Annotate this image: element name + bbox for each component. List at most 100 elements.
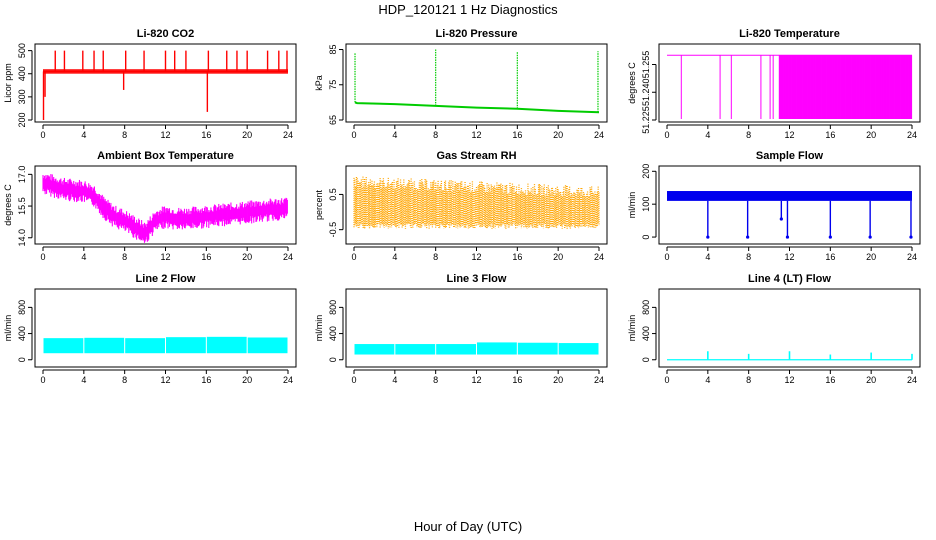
- y-axis-label: degrees C: [627, 62, 637, 104]
- flow-segment: [477, 342, 517, 355]
- y-tick-label: 0: [17, 357, 27, 362]
- flow-segment: [395, 344, 436, 355]
- panel-title: Line 3 Flow: [447, 273, 507, 285]
- data-series: [353, 176, 600, 229]
- flow-segment: [354, 344, 395, 355]
- sample-flow-dip-point: [785, 235, 790, 239]
- panel-5: Gas Stream RH 0 4 8 12 16 20 24 -0.5 0.5 percent: [314, 150, 608, 262]
- panel-title: Li-820 CO2: [137, 28, 194, 40]
- x-tick-label: 4: [81, 375, 86, 385]
- x-tick-label: 24: [283, 130, 293, 140]
- x-tick-label: 12: [160, 375, 170, 385]
- panel-title: Gas Stream RH: [436, 150, 516, 162]
- x-tick-label: 0: [664, 252, 669, 262]
- y-tick-label: 51.225: [641, 106, 651, 134]
- y-axis: -0.5 0.5: [328, 188, 344, 237]
- x-tick-label: 20: [242, 375, 252, 385]
- x-axis: 0 4 8 12 16 20 24: [664, 246, 917, 262]
- y-axis-label: ml/min: [3, 315, 13, 342]
- y-axis-label: ml/min: [627, 192, 637, 219]
- y-axis: 14.0 15.5 17.0: [17, 166, 33, 247]
- data-series: [42, 50, 288, 120]
- x-tick-label: 24: [594, 130, 604, 140]
- x-tick-label: 0: [40, 375, 45, 385]
- y-axis-label: kPa: [314, 75, 324, 91]
- flow-segment: [558, 343, 599, 355]
- x-tick-label: 8: [746, 375, 751, 385]
- y-axis: 65 75 85: [328, 45, 344, 125]
- y-tick-label: 0: [641, 235, 651, 240]
- data-series: [667, 191, 913, 239]
- x-tick-label: 12: [784, 252, 794, 262]
- x-tick-label: 24: [283, 375, 293, 385]
- panel-8: Line 3 Flow 0 4 8 12 16 20 24 0 400 800 ml/min: [314, 273, 608, 385]
- x-tick-label: 0: [40, 130, 45, 140]
- flow-segment: [166, 337, 206, 354]
- data-series: [354, 49, 600, 114]
- x-tick-label: 20: [242, 130, 252, 140]
- x-tick-label: 20: [866, 375, 876, 385]
- x-tick-label: 20: [553, 252, 563, 262]
- y-axis-label: Licor ppm: [3, 63, 13, 103]
- x-tick-label: 24: [907, 130, 917, 140]
- x-axis: 0 4 8 12 16 20 24: [40, 246, 293, 262]
- panel-title: Line 2 Flow: [136, 273, 196, 285]
- plot-frame: [658, 165, 921, 245]
- x-tick-label: 12: [471, 252, 481, 262]
- flow-segment: [206, 336, 247, 354]
- y-tick-label: 400: [17, 66, 27, 81]
- x-tick-label: 16: [512, 375, 522, 385]
- y-axis-label: ml/min: [314, 315, 324, 342]
- panel-title: Li-820 Pressure: [436, 28, 518, 40]
- y-axis-label: percent: [314, 189, 324, 220]
- x-tick-label: 12: [471, 375, 481, 385]
- x-tick-label: 4: [81, 130, 86, 140]
- y-axis: 0 400 800: [641, 300, 657, 362]
- x-tick-label: 20: [553, 375, 563, 385]
- flow-segment: [436, 344, 476, 355]
- x-tick-label: 8: [122, 252, 127, 262]
- x-axis: 0 4 8 12 16 20 24: [351, 246, 604, 262]
- x-tick-label: 16: [825, 130, 835, 140]
- x-tick-label: 8: [122, 375, 127, 385]
- plot-frame: [345, 165, 608, 245]
- x-tick-label: 12: [160, 252, 170, 262]
- x-tick-label: 16: [825, 375, 835, 385]
- sample-flow-dip-point: [746, 235, 750, 239]
- x-tick-label: 24: [907, 375, 917, 385]
- x-tick-label: 24: [283, 252, 293, 262]
- x-tick-label: 16: [201, 252, 211, 262]
- flow-segment: [43, 338, 84, 354]
- x-tick-label: 20: [866, 130, 876, 140]
- x-tick-label: 16: [201, 130, 211, 140]
- panel-3: Li-820 Temperature 0 4 8 12 16 20 24 51.22551.24…: [627, 28, 921, 140]
- panel-title: Li-820 Temperature: [739, 28, 840, 40]
- y-axis-label: degrees C: [3, 184, 13, 226]
- x-axis: 0 4 8 12 16 20 24: [351, 369, 604, 385]
- y-tick-label: 800: [17, 300, 27, 315]
- x-tick-label: 4: [705, 130, 710, 140]
- x-tick-label: 8: [433, 252, 438, 262]
- flow-segment: [125, 338, 165, 354]
- data-series: [667, 351, 913, 361]
- flow-segment: [247, 337, 288, 354]
- x-tick-label: 8: [433, 375, 438, 385]
- plot-frame: [345, 43, 608, 123]
- y-tick-label: 300: [17, 89, 27, 104]
- y-tick-label: 17.0: [17, 166, 27, 184]
- y-tick-label: 15.5: [17, 197, 27, 215]
- x-tick-label: 0: [664, 375, 669, 385]
- x-tick-label: 8: [746, 252, 751, 262]
- x-tick-label: 12: [784, 130, 794, 140]
- x-axis-label: Hour of Day (UTC): [414, 519, 522, 534]
- y-tick-label: 85: [328, 45, 338, 55]
- x-tick-label: 12: [784, 375, 794, 385]
- x-tick-label: 16: [512, 130, 522, 140]
- y-axis: 200 300 400 500: [17, 43, 33, 128]
- y-tick-label: 200: [17, 112, 27, 127]
- sample-flow-dip-point: [828, 235, 832, 239]
- x-tick-label: 16: [512, 252, 522, 262]
- x-tick-label: 0: [351, 252, 356, 262]
